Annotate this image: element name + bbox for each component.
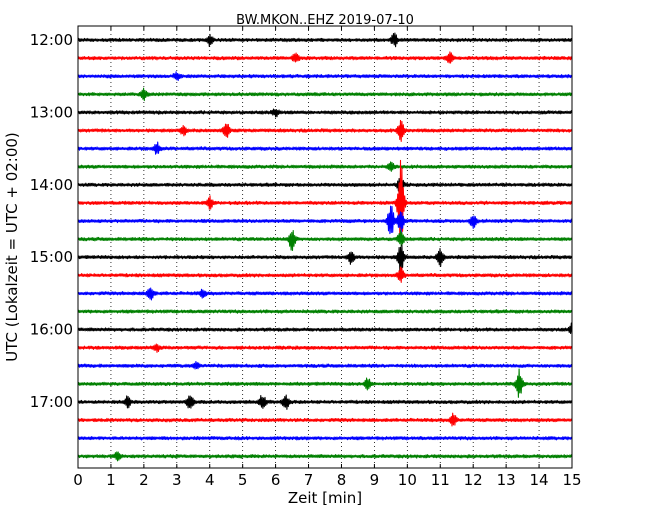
seismic-trace <box>77 322 573 335</box>
y-tick-label: 13:00 <box>30 103 73 121</box>
x-tick-label: 13 <box>497 471 516 489</box>
x-tick-label: 7 <box>304 471 314 489</box>
x-tick-label: 14 <box>530 471 549 489</box>
seismic-trace <box>77 266 573 283</box>
seismic-trace <box>77 244 573 272</box>
seismic-trace <box>77 177 573 192</box>
seismic-trace <box>77 87 573 102</box>
seismic-trace <box>77 412 573 427</box>
seismic-trace <box>77 141 573 155</box>
x-tick-label: 8 <box>337 471 347 489</box>
x-tick-label: 11 <box>431 471 450 489</box>
seismic-trace <box>77 451 573 462</box>
seismic-trace <box>77 361 573 370</box>
x-tick-label: 6 <box>271 471 281 489</box>
y-axis-label: UTC (Lokalzeit = UTC + 02:00) <box>3 132 21 362</box>
chart-title: BW.MKON..EHZ 2019-07-10 <box>236 13 414 28</box>
x-tick-label: 5 <box>238 471 248 489</box>
x-tick-label: 2 <box>139 471 149 489</box>
seismic-trace <box>77 205 573 235</box>
x-axis-label: Zeit [min] <box>288 489 362 507</box>
seismic-trace <box>77 161 573 172</box>
y-tick-label: 14:00 <box>30 176 73 194</box>
seismic-trace <box>77 159 573 242</box>
y-tick-label: 12:00 <box>30 31 73 49</box>
seismic-trace <box>77 287 573 301</box>
seismic-trace <box>77 51 573 64</box>
x-tick-label: 0 <box>73 471 83 489</box>
seismic-trace <box>77 71 573 81</box>
y-tick-label: 16:00 <box>30 321 73 339</box>
seismic-trace <box>77 394 573 410</box>
y-axis: 12:00 13:00 14:00 15:00 16:00 17:00 <box>30 31 572 411</box>
x-tick-label: 12 <box>464 471 483 489</box>
x-tick-label: 4 <box>205 471 215 489</box>
plot-frame <box>77 25 573 469</box>
x-gridlines <box>110 26 540 468</box>
y-tick-label: 17:00 <box>30 393 73 411</box>
seismic-trace <box>77 32 573 48</box>
seismic-trace <box>77 343 573 353</box>
y-tick-label: 15:00 <box>30 248 73 266</box>
x-tick-label: 3 <box>172 471 182 489</box>
seismic-trace <box>77 368 573 398</box>
plot-area <box>78 26 572 468</box>
x-axis: 0 1 2 3 4 5 6 7 8 9 10 11 12 13 14 15 <box>73 26 582 489</box>
seismic-trace <box>77 108 573 118</box>
x-tick-label: 10 <box>398 471 417 489</box>
seismic-trace <box>77 435 573 441</box>
seismic-trace <box>77 309 573 314</box>
x-tick-label: 9 <box>370 471 380 489</box>
x-tick-label: 1 <box>106 471 116 489</box>
seismic-trace <box>77 119 573 142</box>
seismic-traces <box>77 32 573 462</box>
x-tick-label: 15 <box>562 471 581 489</box>
seismic-trace <box>77 229 573 252</box>
